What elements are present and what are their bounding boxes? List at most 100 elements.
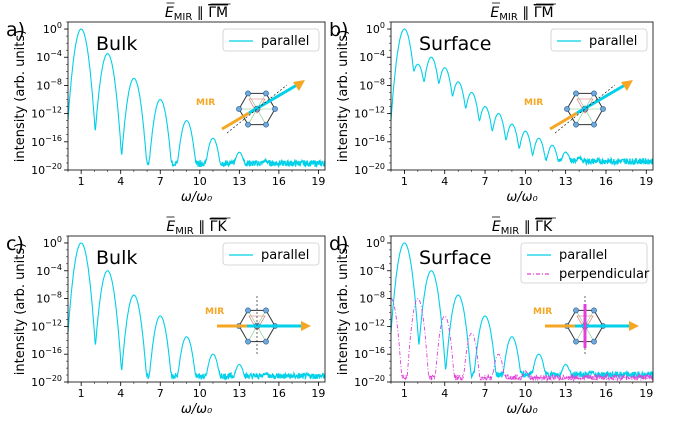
x-tick-label: 4 [441,175,448,188]
panel-title: EMIR ∥ ΓM [490,5,553,23]
atom-icon [263,338,269,345]
lattice-inset: MIR [524,80,633,134]
legend-label-parallel: parallel [559,248,607,263]
atom-icon [573,90,579,97]
legend-label-parallel: parallel [261,34,309,49]
atom-icon [573,121,579,128]
atom-icon [245,90,251,97]
panel-c: 1 4 7 10 13 16 19 100 10−4 10−8 10−12 10−16 10−20int… [6,216,326,417]
x-tick-label: 1 [401,175,408,188]
x-tick-label: 16 [272,175,286,188]
axis-dotted [554,84,616,134]
x-tick-label: 4 [117,175,124,188]
legend-box [222,28,320,52]
x-axis-label: ω/ω₀ [506,190,538,205]
x-axis-label: ω/ω₀ [181,190,213,205]
y-tick-label: 10−8 [36,291,62,306]
panel-title: EMIR ∥ ΓM [165,5,228,23]
panel-a: 1 4 7 10 13 16 19 100 10−4 10−8 10−12 10−16 10−20int… [6,2,326,205]
atom-icon [272,106,278,112]
panel-title: EMIR ∥ ΓK [166,219,227,237]
atom-icon [236,106,242,112]
y-axis-label: intensity (arb. units) [13,243,28,375]
legend-label-perpendicular: perpendicular [559,267,650,282]
x-tick-label: 19 [311,175,325,188]
atom-icon [245,338,251,345]
y-tick-label: 10−16 [354,346,385,361]
atom-icon [600,106,606,112]
x-tick-label: 1 [401,387,408,400]
atom-icon [591,338,597,345]
x-tick-label: 16 [599,387,613,400]
y-tick-label: 10−8 [359,77,385,92]
x-tick-label: 16 [272,387,286,400]
atom-icon [573,338,579,345]
y-tick-label: 10−12 [31,106,62,121]
x-tick-label: 19 [639,387,653,400]
atom-icon [263,307,269,314]
mir-label: MIR [533,307,552,317]
x-tick-label: 1 [78,387,85,400]
x-tick-label: 4 [117,387,124,400]
lattice-inset: MIR [196,80,305,134]
x-tick-label: 10 [518,175,532,188]
atom-icon [591,307,597,314]
region-label: Surface [419,247,491,269]
axes-frame [67,235,326,383]
series-parallel [68,28,325,169]
y-tick-label: 10−16 [31,134,62,149]
axes-frame [67,21,326,171]
mir-arrow-shaft [549,111,578,131]
x-tick-label: 13 [232,387,246,400]
legend-box [550,28,648,52]
x-tick-label: 7 [157,387,164,400]
y-tick-label: 10−12 [354,318,385,333]
axis-dotted [226,84,288,134]
mir-arrow-cyan [576,83,626,115]
panel-d: 1 4 7 10 13 16 19 100 10−4 10−8 10−12 10−16 10−20int… [329,216,654,417]
panel-title: EMIR ∥ ΓK [492,219,553,237]
y-tick-label: 10−16 [354,134,385,149]
legend-box [520,242,648,284]
panel-label: d) [329,233,348,255]
region-label: Bulk [96,247,137,269]
x-axis-label: ω/ω₀ [506,402,538,417]
y-tick-label: 10−4 [36,263,62,278]
y-tick-label: 10−20 [31,162,62,177]
legend-label-parallel: parallel [261,248,309,263]
x-tick-label: 10 [193,387,207,400]
y-tick-label: 10−8 [359,291,385,306]
region-label: Surface [419,33,491,55]
mir-arrowhead-icon [621,80,633,91]
atom-icon [245,121,251,128]
x-tick-label: 1 [78,175,85,188]
atom-icon [564,106,570,112]
region-label: Bulk [96,33,137,55]
x-tick-label: 13 [232,175,246,188]
y-axis-label: intensity (arb. units) [336,243,351,375]
y-tick-label: 10−16 [31,346,62,361]
mir-arrowhead-icon [629,321,639,331]
x-tick-label: 19 [639,175,653,188]
x-tick-label: 10 [193,175,207,188]
x-tick-label: 13 [559,387,573,400]
x-tick-label: 13 [559,175,573,188]
y-tick-label: 10−20 [354,162,385,177]
y-tick-label: 100 [366,21,385,36]
mir-label: MIR [205,307,224,317]
series-parallel [68,242,325,381]
atom-icon [245,307,251,314]
x-tick-label: 19 [311,387,325,400]
panel-label: b) [329,19,348,41]
x-tick-label: 4 [441,387,448,400]
series-parallel [391,28,653,167]
y-tick-label: 10−4 [359,49,385,64]
mir-label: MIR [196,98,215,108]
legend-label-parallel: parallel [589,34,637,49]
panel-label: a) [6,19,25,41]
lattice-inset: MIR [533,296,639,356]
atom-icon [591,121,597,128]
x-axis-label: ω/ω₀ [181,402,213,417]
atom-icon [573,307,579,314]
